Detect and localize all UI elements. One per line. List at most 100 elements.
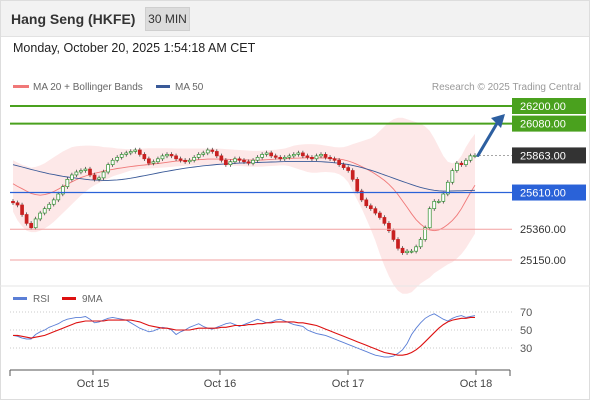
candle-body <box>359 190 364 201</box>
candle-body <box>396 239 400 249</box>
level-last-tag <box>512 147 586 164</box>
candle-body <box>418 239 423 248</box>
candle-body <box>436 200 441 203</box>
candle-body <box>378 212 382 218</box>
candle-body <box>423 227 428 240</box>
candle-body <box>387 222 391 232</box>
candle-body <box>210 149 215 152</box>
candle-body <box>214 151 219 157</box>
instrument-title: Hang Seng (HKFE) <box>11 11 136 27</box>
candle-body <box>97 177 101 180</box>
rsi-line <box>12 313 476 358</box>
legend-rsi-swatch <box>13 297 27 300</box>
candle-body <box>11 200 15 204</box>
candle-body <box>165 154 169 157</box>
candle-body <box>47 203 52 210</box>
level-support-label: 25150.00 <box>520 255 566 267</box>
candle-body <box>33 218 38 229</box>
candle-body <box>224 159 228 166</box>
candle-body <box>242 159 246 163</box>
candle-body <box>319 154 323 157</box>
candle-body <box>147 158 151 164</box>
candle-body <box>409 250 414 253</box>
candle-body <box>346 167 351 171</box>
legend-ma50-label: MA 50 <box>175 82 204 93</box>
candle-body <box>160 155 165 160</box>
candle-body <box>341 164 346 168</box>
candle-body <box>29 222 33 229</box>
candle-body <box>124 152 129 155</box>
candle-body <box>355 178 360 192</box>
time-tick-label: Oct 15 <box>77 378 109 390</box>
candle-body <box>83 168 88 171</box>
candle-body <box>282 156 287 160</box>
candle-body <box>119 154 124 158</box>
candle-body <box>228 161 233 166</box>
candle-body <box>291 154 296 157</box>
level-pivot-label: 25610.00 <box>520 188 566 200</box>
level-resistance-label: 26200.00 <box>520 101 566 113</box>
candle-body <box>459 162 464 166</box>
candle-body <box>427 208 432 229</box>
legend-9ma-label: 9MA <box>82 294 103 305</box>
rsi-ma-line <box>13 316 475 356</box>
candle-body <box>260 154 264 158</box>
candle-body <box>205 149 210 154</box>
candle-body <box>278 156 283 160</box>
candle-body <box>192 156 197 161</box>
candle-body <box>414 246 418 252</box>
legend-bb-swatch <box>13 85 29 88</box>
candle-body <box>350 170 355 180</box>
candle-body <box>246 161 251 164</box>
time-tick-label: Oct 16 <box>204 378 236 390</box>
candle-body <box>79 170 83 173</box>
price-plot <box>0 117 590 294</box>
candle-body <box>400 247 405 254</box>
legend-bb-label: MA 20 + Bollinger Bands <box>33 82 143 93</box>
candle-body <box>219 155 224 161</box>
candle-body <box>142 154 147 160</box>
candle-body <box>156 158 160 163</box>
candle-body <box>106 164 110 173</box>
candle-body <box>233 158 237 163</box>
candle-body <box>178 158 183 161</box>
candle-body <box>115 156 120 161</box>
level-resistance-tag <box>512 98 586 114</box>
candle-body <box>137 149 142 155</box>
candle-body <box>382 217 387 224</box>
rsi-tick-label: 50 <box>520 325 532 337</box>
candle-body <box>287 155 292 158</box>
candle-body <box>60 186 65 195</box>
price-levels: 26200.00 26080.00 25863.00 25610.00 25360.00… <box>10 98 586 267</box>
projection-arrowhead <box>491 114 505 128</box>
candle-body <box>405 250 409 254</box>
candle-body <box>364 199 369 207</box>
candle-body <box>187 159 192 163</box>
timeframe-button[interactable]: 30 MIN <box>145 7 190 31</box>
candle-body <box>305 155 310 158</box>
candle-body <box>169 154 174 157</box>
candle-body <box>15 202 20 206</box>
candle-body <box>310 156 314 160</box>
candle-body <box>92 174 97 180</box>
candle-body <box>151 161 156 164</box>
candle-body <box>133 149 138 152</box>
candle-body <box>255 156 260 161</box>
candle-body <box>273 155 278 158</box>
time-tick-label: Oct 17 <box>332 378 364 390</box>
candle-body <box>264 152 269 155</box>
legend-ma50-swatch <box>156 85 170 88</box>
candle-body <box>328 156 332 160</box>
candle-body <box>174 155 178 160</box>
candle-body <box>51 199 56 205</box>
level-support-label: 25360.00 <box>520 224 566 236</box>
candle-body <box>101 171 106 179</box>
candle-body <box>183 159 187 163</box>
candle-body <box>65 178 70 188</box>
candle-body <box>368 205 373 210</box>
level-pivot-tag <box>512 184 586 201</box>
candle-body <box>88 168 92 176</box>
candle-body <box>56 193 61 201</box>
candle-body <box>301 152 305 157</box>
